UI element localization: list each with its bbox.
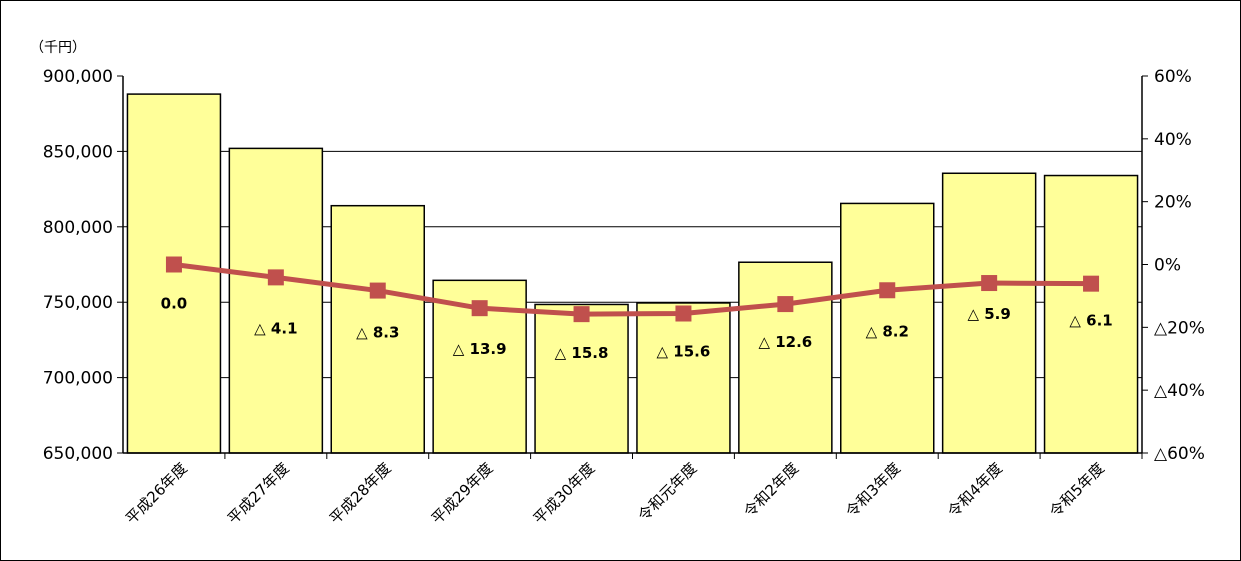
bar [228, 147, 324, 454]
data-label: △ 12.6 [758, 333, 812, 351]
ratio-line-path [173, 262, 1092, 317]
data-labels: 0.0 △ 4.1 △ 8.3 △ 13.9 △ 15.8 △ 15.6 △ 12.6 △ 8… [161, 295, 1113, 363]
y2-tick-label: △60% [1154, 444, 1205, 464]
data-label: △ 15.8 [555, 344, 609, 362]
ratio-point [777, 296, 794, 313]
ratio-point [981, 275, 998, 292]
data-label: △ 4.1 [254, 319, 297, 337]
y2-tick-label: 0% [1154, 256, 1181, 276]
y-axis-unit-label: （千円） [30, 40, 86, 56]
bar [636, 302, 731, 454]
ratio-point [879, 282, 896, 299]
x-tick-label: 令和元年度 [635, 459, 701, 525]
y2-tick-labels: △60% △40% △20% 0% 20% 40% 60% [1154, 67, 1205, 464]
y-tick-label: 650,000 [43, 444, 113, 464]
bar [534, 303, 629, 454]
x-tick-label: 令和2年度 [740, 459, 802, 521]
y-tick-label: 800,000 [43, 218, 113, 238]
x-tick-label: 平成27年度 [224, 459, 293, 528]
y-tick-label: 850,000 [43, 142, 113, 162]
bars [126, 93, 1139, 454]
ratio-point [165, 256, 182, 273]
y2-tick-label: 20% [1154, 193, 1192, 213]
ratio-point [267, 269, 284, 286]
x-tick-label: 平成28年度 [326, 459, 395, 528]
data-label: △ 8.3 [356, 324, 399, 342]
bar [126, 93, 222, 454]
x-tick-label: 令和3年度 [842, 459, 904, 521]
ratio-point [675, 305, 692, 322]
ratio-point [369, 282, 386, 299]
y2-tick-label: 60% [1154, 67, 1192, 87]
data-label: △ 5.9 [967, 305, 1010, 323]
x-tick-label: 平成26年度 [122, 459, 191, 528]
ratio-point [471, 300, 488, 317]
bar [840, 202, 935, 454]
ratio-point [1083, 275, 1100, 292]
data-label: △ 8.2 [866, 322, 909, 340]
y-tick-label: 900,000 [43, 67, 113, 87]
x-tick-label: 平成29年度 [428, 459, 497, 528]
x-tick-label: 平成30年度 [530, 459, 599, 528]
axes [122, 76, 1143, 454]
y-tick-labels: 650,000 700,000 750,000 800,000 850,000 900,0… [43, 67, 113, 464]
bar [330, 204, 425, 454]
data-label: △ 13.9 [453, 340, 507, 358]
data-label: △ 6.1 [1069, 312, 1112, 330]
y2-tick-label: △20% [1154, 318, 1205, 338]
y2-tick-label: 40% [1154, 130, 1192, 150]
data-label: △ 15.6 [657, 343, 711, 361]
x-tick-labels: 平成26年度 平成27年度 平成28年度 平成29年度 平成30年度 令和元年度 令和2年度… [122, 459, 1108, 528]
y-tick-label: 700,000 [43, 369, 113, 389]
bar [738, 261, 833, 454]
x-tick-label: 令和4年度 [944, 459, 1006, 521]
y-tick-label: 750,000 [43, 293, 113, 313]
y2-tick-label: △40% [1154, 381, 1205, 401]
ratio-point [573, 306, 590, 323]
data-label: 0.0 [161, 295, 188, 313]
ratio-line [165, 256, 1100, 323]
x-tick-label: 令和5年度 [1046, 459, 1108, 521]
